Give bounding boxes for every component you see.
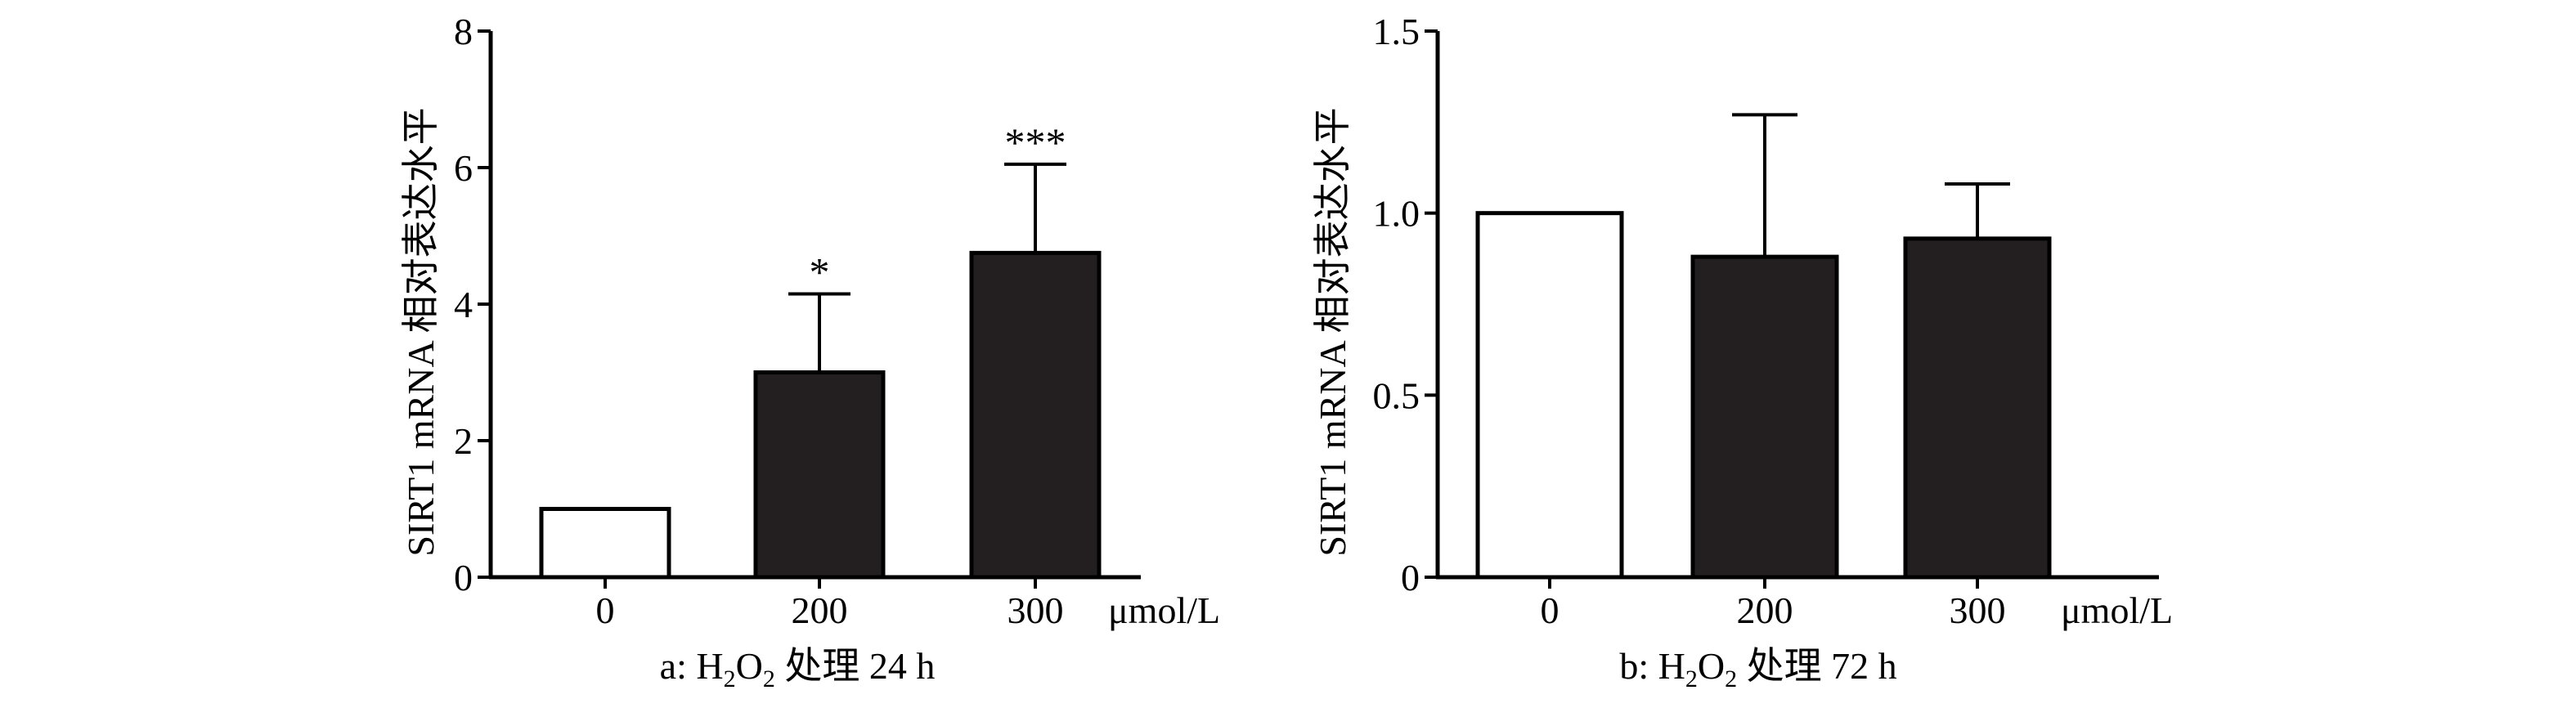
y-tick-label-b-3: 1.5	[1373, 11, 1420, 52]
y-tick-label-a-0: 0	[454, 557, 473, 598]
y-tick-label-a-4: 8	[454, 11, 473, 52]
caption-b: b: H2O2 处理 72 h	[1619, 645, 1896, 692]
x-tick-label-b-300: 300	[1950, 589, 2006, 631]
x-tick-label-b-0: 0	[1541, 589, 1560, 631]
x-tick-label-b-200: 200	[1737, 589, 1793, 631]
y-axis-title-a: SIRT1 mRNA 相对表达水平	[400, 107, 442, 556]
x-tick-label-a-300: 300	[1008, 589, 1064, 631]
bar-b-200	[1690, 254, 1839, 580]
bar-a-200	[753, 370, 886, 580]
bar-a-0	[539, 507, 671, 580]
x-tick-label-a-200: 200	[792, 589, 848, 631]
caption-a: a: H2O2 处理 24 h	[660, 645, 936, 692]
x-unit-label-a: μmol/L	[1108, 589, 1220, 631]
y-tick-label-b-0: 0	[1401, 557, 1420, 598]
chart-b: SIRT1 mRNA 相对表达水平 b: H2O2 处理 72 h 0 200 30…	[1312, 11, 2173, 692]
significance-a-300: ***	[1005, 119, 1066, 165]
y-tick-label-a-1: 2	[454, 420, 473, 462]
y-tick-label-b-2: 1.0	[1373, 193, 1420, 235]
bar-a-300	[969, 250, 1102, 580]
y-tick-label-a-3: 6	[454, 147, 473, 189]
x-unit-label-b: μmol/L	[2061, 589, 2173, 631]
y-tick-label-b-1: 0.5	[1373, 374, 1420, 416]
significance-a-200: *	[810, 249, 830, 294]
chart-a: SIRT1 mRNA 相对表达水平 a: H2O2 处理 24 h 0 * 200 *…	[400, 11, 1220, 692]
bar-b-300	[1903, 236, 2052, 580]
y-axis-title-b: SIRT1 mRNA 相对表达水平	[1312, 107, 1353, 556]
y-tick-label-a-2: 4	[454, 284, 473, 325]
bar-b-0	[1475, 211, 1624, 580]
x-tick-label-a-0: 0	[596, 589, 615, 631]
